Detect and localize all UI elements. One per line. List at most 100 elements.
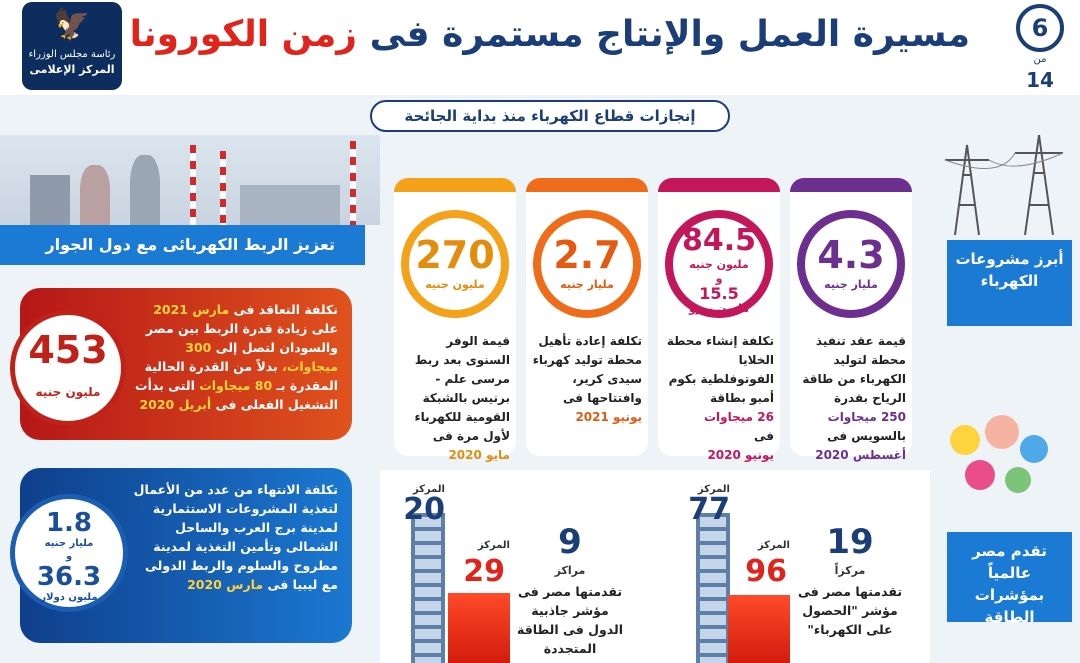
bulb-icon [1020, 435, 1048, 463]
renewable-bottom-label: المركز [477, 540, 510, 551]
access-bottom-label: المركز [757, 540, 790, 551]
access-electricity-block: 19 مركزاً تقدمتها مصر فى مؤشر "الحصول عل… [660, 470, 930, 663]
access-top-value: 77 [688, 492, 730, 527]
ladder-icon [696, 513, 730, 663]
page-number: 6 [1016, 4, 1064, 52]
cooling-tower-icon [130, 155, 160, 225]
project-circle: 84.5 مليون جنيه و 15.5 مليون يورو [665, 210, 773, 318]
page-total: 14 [1026, 68, 1054, 92]
page-badge: 6 من 14 [1014, 4, 1066, 108]
project-circle: 2.7 مليار جنيه [533, 210, 641, 318]
chimney-icon [220, 151, 226, 225]
logo-line1: رئاسة مجلس الوزراء [28, 49, 116, 60]
renewable-count: 9 [558, 522, 582, 562]
access-top-label: المركز [697, 484, 730, 495]
sudan-unit: مليون جنيه [35, 385, 101, 399]
libya-value2: 36.3 [36, 562, 102, 592]
project-desc-text2: فى [754, 429, 774, 443]
access-desc: تقدمتها مصر فى مؤشر "الحصول على الكهرباء… [797, 584, 903, 637]
sudan-value-circle: 453 مليون جنيه [10, 310, 126, 426]
project-card-wind: 4.3 مليار جنيه قيمة عقد تنفيذ محطة لتولي… [790, 178, 912, 462]
interconnection-heading: تعزيز الربط الكهربائى مع دول الجوار [0, 225, 365, 265]
sudan-text: تكلفة التعاقد فى مارس 2021 على زيادة قدر… [128, 300, 338, 414]
access-bottom-value: 96 [745, 554, 787, 589]
sudan-mw1: 300 ميجاوات، [185, 340, 338, 374]
bulb-icon [950, 425, 980, 455]
renewable-top-label: المركز [412, 484, 445, 495]
sudan-month: مارس 2021 [153, 302, 230, 317]
libya-value1: 1.8 [45, 508, 93, 538]
project-date: يونيو 2020 [707, 448, 774, 462]
renewable-desc: تقدمتها مصر فى مؤشر جاذبية الدول فى الطا… [517, 584, 623, 656]
sudan-text-3: بدلاً من القدرة الحالية المقدرة بـ [144, 359, 338, 393]
sudan-interconnection-panel: 453 مليون جنيه تكلفة التعاقد فى مارس 202… [10, 288, 352, 440]
project-desc: قيمة الوفر السنوى بعد ربط مرسى علم - برن… [400, 332, 510, 465]
access-count: 19 [826, 522, 874, 562]
project-date: مايو 2020 [448, 448, 510, 462]
project-unit2: مليون يورو [688, 302, 750, 315]
project-desc: تكلفة إعادة تأهيل محطة توليد كهرباء سيدى… [532, 332, 642, 427]
project-card-sidi-krir: 2.7 مليار جنيه تكلفة إعادة تأهيل محطة تو… [526, 178, 648, 456]
libya-text: تكلفة الانتهاء من عدد من الأعمال لتغذية … [128, 480, 338, 594]
title-accent: زمن الكورونا [129, 14, 358, 55]
project-unit: مليار جنيه [824, 278, 878, 291]
project-desc: قيمة عقد تنفيذ محطة لتوليد الكهرباء من ط… [796, 332, 906, 465]
eagle-icon: 🦅 [53, 7, 91, 42]
project-desc-text: قيمة الوفر السنوى بعد ربط مرسى علم - برن… [414, 334, 510, 443]
chimney-icon [350, 141, 356, 225]
project-card-solar: 84.5 مليون جنيه و 15.5 مليون يورو تكلفة … [658, 178, 780, 462]
chimney-icon [190, 145, 196, 225]
access-count-unit: مركزاً [834, 564, 866, 577]
renewable-bar [448, 593, 510, 663]
access-bar [728, 595, 790, 663]
project-and: و [715, 272, 723, 285]
project-value2: 15.5 [699, 284, 739, 303]
sudan-month2: أبريل 2020 [139, 397, 212, 412]
ladder-icon [411, 513, 445, 663]
bulb-icon [965, 460, 995, 490]
project-highlight: 26 ميجاوات [704, 410, 774, 424]
libya-unit1: مليار جنيه [44, 538, 94, 549]
libya-interconnection-panel: 1.8 مليار جنيه و 36.3 مليون دولار تكلفة … [10, 468, 352, 643]
libya-unit2: مليون دولار [40, 592, 98, 603]
power-pylon-icon [944, 135, 1064, 235]
title-main: مسيرة العمل والإنتاج مستمرة فى [369, 14, 970, 55]
renewable-bottom-value: 29 [463, 554, 505, 589]
sudan-value: 453 [28, 328, 108, 372]
renewable-top-value: 20 [403, 492, 445, 527]
building-icon [240, 185, 340, 225]
project-desc-text: تكلفة إعادة تأهيل محطة توليد كهرباء سيدى… [532, 334, 642, 405]
header [0, 0, 1080, 95]
sudan-text-4: التى بدأت التشغيل الفعلى فى [135, 378, 338, 412]
project-desc: تكلفة إنشاء محطة الخلايا الفوتوفلطية بكو… [664, 332, 774, 465]
project-desc-text: تكلفة إنشاء محطة الخلايا الفوتوفلطية بكو… [666, 334, 774, 405]
project-desc-text: قيمة عقد تنفيذ محطة لتوليد الكهرباء من ط… [802, 334, 906, 405]
project-unit: مليون جنيه [425, 278, 485, 291]
project-unit: مليون جنيه [689, 258, 749, 271]
project-value: 4.3 [817, 233, 885, 277]
libya-text-1: تكلفة الانتهاء من عدد من الأعمال لتغذية … [133, 482, 338, 592]
rankings-area: 19 مركزاً تقدمتها مصر فى مؤشر "الحصول عل… [380, 470, 930, 663]
bulb-icon [1005, 467, 1031, 493]
sudan-text-1: تكلفة التعاقد فى [233, 302, 338, 317]
sudan-mw2: 80 ميجاوات [199, 378, 273, 393]
project-value: 2.7 [553, 233, 621, 277]
cooling-tower-icon [80, 165, 110, 225]
libya-month: مارس 2020 [187, 577, 264, 592]
libya-value-circle: 1.8 مليار جنيه و 36.3 مليون دولار [10, 494, 128, 612]
renewable-attractiveness-block: 9 مراكز تقدمتها مصر فى مؤشر جاذبية الدول… [380, 470, 650, 663]
sudan-text-2: على زيادة قدرة الربط بين مصر والسودان لت… [145, 321, 338, 355]
power-plant-illustration [0, 135, 380, 225]
project-circle: 270 مليون جنيه [401, 210, 509, 318]
light-bulbs-illustration [930, 405, 1070, 505]
building-icon [30, 175, 70, 225]
libya-and: و [65, 551, 73, 562]
subtitle: إنجازات قطاع الكهرباء منذ بداية الجائحة [370, 100, 730, 132]
renewable-count-unit: مراكز [554, 564, 586, 577]
project-unit: مليار جنيه [560, 278, 614, 291]
project-date: أغسطس 2020 [815, 448, 906, 462]
project-highlight: 250 ميجاوات [827, 410, 906, 424]
project-value: 84.5 [681, 223, 757, 258]
rankings-side-label: تقدم مصر عالمياً بمؤشرات الطاقة [947, 532, 1072, 626]
project-value: 270 [415, 233, 495, 277]
